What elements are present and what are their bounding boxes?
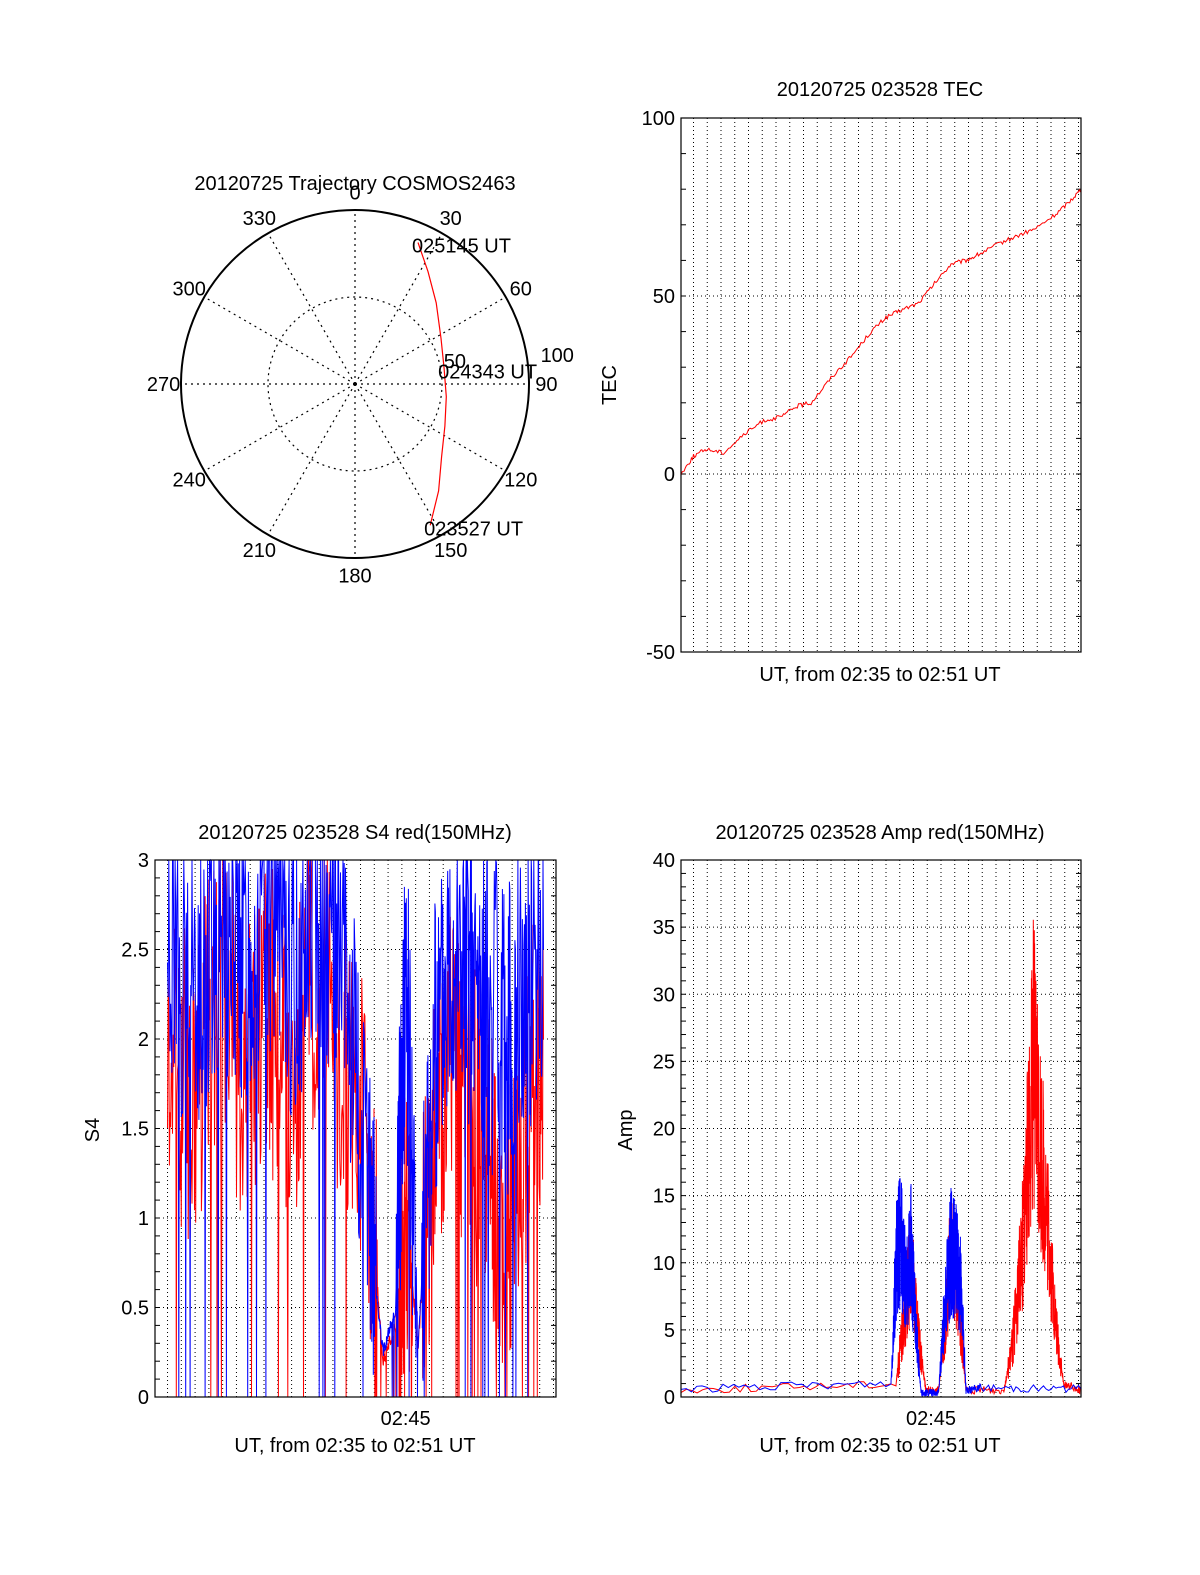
plot-frame [680,117,1082,653]
polar-angle-label: 60 [510,278,532,300]
y-tick-label: 30 [653,984,675,1006]
polar-panel: 20120725 Trajectory COSMOS2463 0 30 60 90 12… [147,173,574,587]
polar-angle-label: 30 [440,208,462,230]
y-tick-label: 10 [653,1253,675,1275]
plot-frame [680,859,1082,1398]
polar-angle-label: 210 [243,540,276,562]
y-tick-label: 2 [138,1029,149,1051]
amp-ylabel: Amp [615,1109,637,1150]
polar-angle-label: 240 [173,470,206,492]
polar-spoke [267,233,356,385]
polar-spoke [204,383,356,472]
y-tick-label: 1 [138,1208,149,1230]
polar-trajectory [417,242,447,526]
series-line-blue [167,858,544,1398]
s4-panel: 20120725 023528 S4 red(150MHz) UT, from … [82,822,557,1457]
polar-radial-label: 100 [541,345,574,367]
y-tick-label: 50 [653,286,675,308]
x-tick-label: 02:45 [381,1408,431,1430]
y-tick-label: 20 [653,1119,675,1141]
polar-angle-label: 270 [147,374,180,396]
s4-xlabel: UT, from 02:35 to 02:51 UT [234,1435,475,1457]
polar-grid [180,209,530,559]
polar-spoke [204,296,356,385]
polar-radial-label: 50 [444,351,466,373]
y-tick-label: 0 [138,1387,149,1409]
polar-spoke [354,383,506,472]
polar-angle-label: 330 [243,208,276,230]
y-tick-label: 0 [664,1387,675,1409]
y-tick-label: 1.5 [121,1119,149,1141]
s4-plot-area: 0 0.5 1 1.5 2 2.5 3 02:45 [121,850,557,1430]
polar-spoke [354,233,443,385]
polar-spoke [354,383,443,535]
polar-spoke [354,296,506,385]
amp-title: 20120725 023528 Amp red(150MHz) [715,822,1044,844]
y-tick-label: 25 [653,1051,675,1073]
y-tick-label: 0 [664,464,675,486]
polar-angle-label: 300 [173,278,206,300]
y-tick-label: 100 [642,108,675,130]
polar-angle-label: 90 [535,374,557,396]
polar-outer-ring [180,209,530,559]
tec-plot-area: -50 0 50 100 [642,108,1082,664]
polar-time-annotation: 024343 UT [438,361,537,383]
y-tick-label: 35 [653,917,675,939]
polar-angle-label: 120 [504,470,537,492]
polar-time-annotation: 025145 UT [412,236,511,258]
plot-frame [154,859,557,1398]
polar-angle-label: 180 [338,565,371,587]
amp-xlabel: UT, from 02:35 to 02:51 UT [759,1435,1000,1457]
series-line-red [680,919,1082,1396]
tec-xlabel: UT, from 02:35 to 02:51 UT [759,664,1000,686]
polar-inner-ring [267,296,443,472]
y-tick-label: 15 [653,1186,675,1208]
amp-panel: 20120725 023528 Amp red(150MHz) UT, from… [615,822,1082,1457]
y-tick-label: 0.5 [121,1298,149,1320]
series-line-blue [680,1178,1082,1397]
y-tick-label: 5 [664,1320,675,1342]
s4-ylabel: S4 [82,1118,104,1142]
x-tick-label: 02:45 [906,1408,956,1430]
series-line-red [680,188,1082,476]
tec-panel: 20120725 023528 TEC UT, from 02:35 to 02… [599,79,1082,686]
y-tick-label: 40 [653,850,675,872]
amp-plot-area: 0 5 10 15 20 25 30 35 40 02:45 [653,850,1082,1430]
polar-trajectory-line [417,242,447,526]
polar-spoke [267,383,356,535]
polar-angle-label: 0 [349,183,360,205]
polar-time-annotation: 023527 UT [424,518,523,540]
tec-title: 20120725 023528 TEC [777,79,983,101]
polar-title: 20120725 Trajectory COSMOS2463 [194,173,515,195]
polar-angle-labels: 0 30 60 90 120 150 180 210 240 270 300 330 50 100 0251… [147,183,574,588]
y-tick-label: 2.5 [121,940,149,962]
s4-title: 20120725 023528 S4 red(150MHz) [198,822,512,844]
polar-angle-label: 150 [434,540,467,562]
y-tick-label: 3 [138,850,149,872]
tec-ylabel: TEC [599,365,621,405]
y-tick-label: -50 [646,642,675,664]
